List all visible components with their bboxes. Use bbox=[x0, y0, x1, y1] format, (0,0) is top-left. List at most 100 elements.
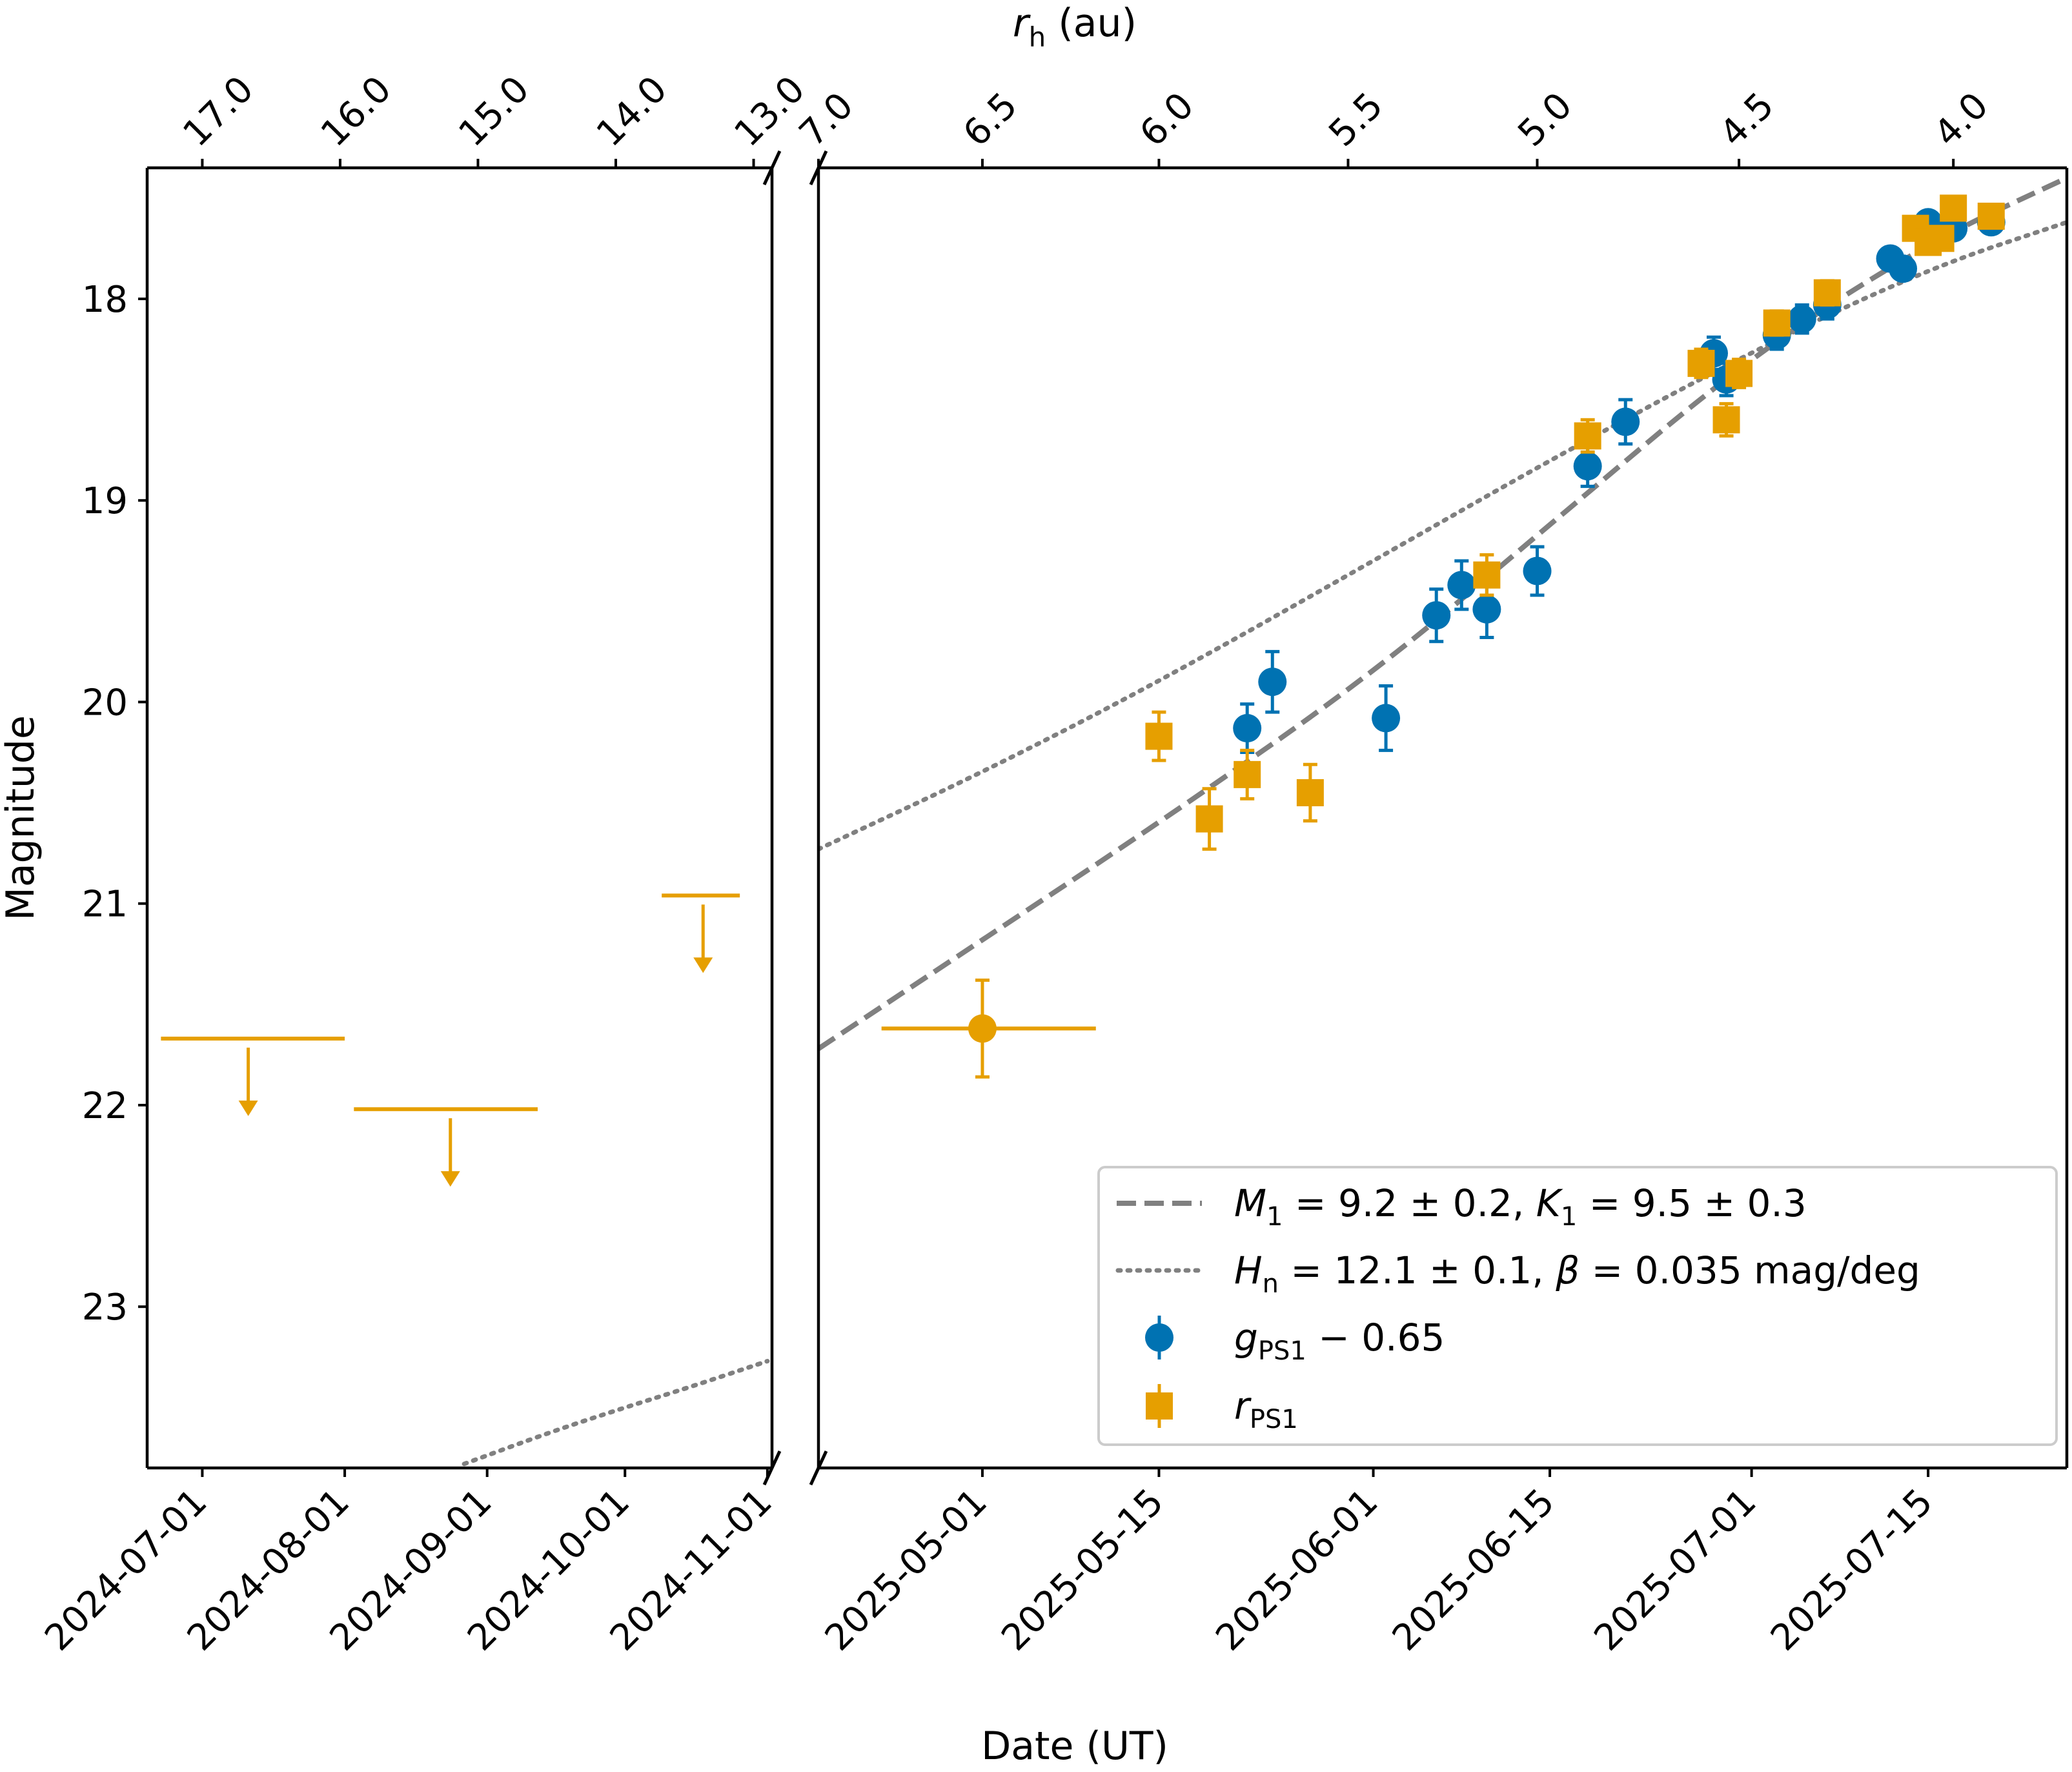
data-point bbox=[1473, 553, 1501, 597]
data-point bbox=[1195, 787, 1223, 851]
data-point bbox=[1258, 649, 1287, 714]
x-tick-label: 2025-05-01 bbox=[817, 1481, 995, 1659]
legend-label: rPS1 bbox=[1234, 1384, 1298, 1434]
marker-circle bbox=[1573, 452, 1602, 481]
legend-label: Hn = 12.1 ± 0.1, β = 0.035 mag/deg bbox=[1234, 1248, 1920, 1299]
marker-square bbox=[1687, 349, 1715, 377]
top-x-tick-label: 5.5 bbox=[1321, 85, 1391, 155]
data-point bbox=[1889, 254, 1918, 283]
y-tick-label: 23 bbox=[82, 1287, 128, 1329]
axis-break-mark bbox=[762, 1450, 782, 1486]
top-x-tick-label: 13.0 bbox=[726, 68, 813, 155]
top-x-tick-label: 5.0 bbox=[1510, 85, 1580, 155]
marker-square bbox=[1940, 194, 1967, 222]
data-point bbox=[1611, 398, 1640, 446]
marker-square bbox=[1145, 722, 1173, 750]
data-point bbox=[1447, 559, 1476, 611]
y-tick-label: 18 bbox=[82, 279, 128, 321]
top-x-tick-label: 4.5 bbox=[1712, 85, 1782, 155]
y-axis-label: Magnitude bbox=[0, 715, 43, 921]
data-point bbox=[1145, 710, 1173, 762]
marker-square bbox=[1763, 309, 1791, 337]
marker-circle bbox=[1889, 254, 1918, 283]
marker-square bbox=[1977, 202, 2005, 230]
x-tick-label: 2025-06-15 bbox=[1385, 1481, 1563, 1659]
x-tick-label: 2025-07-01 bbox=[1586, 1481, 1764, 1659]
marker-square bbox=[1813, 279, 1841, 307]
top-x-tick-label: 17.0 bbox=[175, 68, 261, 155]
marker-circle bbox=[1233, 714, 1262, 743]
legend-label: gPS1 − 0.65 bbox=[1234, 1316, 1445, 1366]
data-point bbox=[881, 978, 1096, 1079]
y-tick-label: 22 bbox=[82, 1085, 128, 1127]
top-x-tick-label: 6.5 bbox=[955, 85, 1026, 155]
marker-circle bbox=[1258, 667, 1287, 697]
axis-break-mark bbox=[762, 150, 782, 186]
x-axis-label: Date (UT) bbox=[981, 1724, 1168, 1769]
x-tick-label: 2025-05-15 bbox=[993, 1481, 1172, 1659]
legend-entry: Hn = 12.1 ± 0.1, β = 0.035 mag/deg bbox=[1115, 1248, 1920, 1299]
marker-square bbox=[1574, 422, 1601, 450]
upper-limit-arrow-head bbox=[693, 957, 713, 973]
marker-circle bbox=[1523, 556, 1552, 586]
data-point bbox=[1787, 303, 1816, 335]
data-point bbox=[1234, 748, 1261, 800]
legend-circle-marker bbox=[1145, 1323, 1173, 1352]
x-tick-label: 2025-06-01 bbox=[1208, 1481, 1386, 1659]
marker-circle bbox=[968, 1014, 997, 1043]
data-point bbox=[1574, 418, 1601, 454]
data-point bbox=[161, 1036, 345, 1116]
legend-square-marker bbox=[1146, 1392, 1173, 1420]
model-curve-dotted-left bbox=[462, 1359, 770, 1467]
data-point bbox=[354, 1107, 538, 1187]
x-tick-label: 2025-07-15 bbox=[1763, 1481, 1941, 1659]
marker-circle bbox=[1472, 595, 1501, 624]
y-tick-label: 19 bbox=[82, 480, 128, 522]
legend-entry: rPS1 bbox=[1146, 1384, 1298, 1434]
data-point bbox=[1813, 279, 1841, 307]
top-x-axis-label: rh (au) bbox=[1013, 1, 1137, 53]
marker-circle bbox=[1447, 571, 1476, 600]
axis-break-mark bbox=[809, 1450, 828, 1486]
y-tick-label: 21 bbox=[82, 884, 128, 926]
data-point bbox=[1296, 762, 1324, 823]
data-point bbox=[1712, 402, 1740, 438]
model-curve-dashed-right bbox=[818, 175, 2067, 1051]
data-point bbox=[1233, 702, 1262, 755]
data-point bbox=[1523, 545, 1552, 597]
marker-square bbox=[1712, 406, 1740, 434]
top-x-tick-label: 4.0 bbox=[1926, 85, 1996, 155]
marker-square bbox=[1473, 561, 1501, 589]
upper-limit-arrow-head bbox=[440, 1171, 460, 1187]
data-point bbox=[1940, 194, 1967, 222]
marker-square bbox=[1927, 225, 1955, 252]
data-point bbox=[662, 893, 740, 973]
top-x-tick-label: 15.0 bbox=[451, 68, 537, 155]
marker-circle bbox=[1787, 305, 1816, 334]
data-point bbox=[1763, 309, 1791, 337]
legend-entry: gPS1 − 0.65 bbox=[1145, 1316, 1445, 1366]
legend-label: M1 = 9.2 ± 0.2, K1 = 9.5 ± 0.3 bbox=[1234, 1181, 1807, 1232]
marker-square bbox=[1234, 760, 1261, 788]
marker-square bbox=[1195, 805, 1223, 833]
legend-box bbox=[1097, 1166, 2058, 1446]
data-point bbox=[1927, 225, 1955, 252]
marker-square bbox=[1296, 779, 1324, 806]
data-point bbox=[1372, 684, 1401, 752]
marker-circle bbox=[1611, 407, 1640, 436]
upper-limit-arrow-head bbox=[238, 1100, 258, 1116]
top-x-tick-label: 16.0 bbox=[313, 68, 400, 155]
top-x-tick-label: 6.0 bbox=[1132, 85, 1202, 155]
marker-square bbox=[1725, 360, 1753, 387]
y-tick-label: 20 bbox=[82, 682, 128, 724]
data-point bbox=[1422, 587, 1451, 644]
data-point bbox=[1977, 202, 2005, 230]
legend-entry: M1 = 9.2 ± 0.2, K1 = 9.5 ± 0.3 bbox=[1117, 1181, 1807, 1232]
data-point bbox=[1687, 347, 1715, 380]
top-x-tick-label: 14.0 bbox=[589, 68, 675, 155]
marker-circle bbox=[1372, 704, 1401, 733]
model-curve-dotted-right bbox=[818, 219, 2067, 851]
marker-circle bbox=[1422, 601, 1451, 630]
data-point bbox=[1725, 358, 1753, 389]
